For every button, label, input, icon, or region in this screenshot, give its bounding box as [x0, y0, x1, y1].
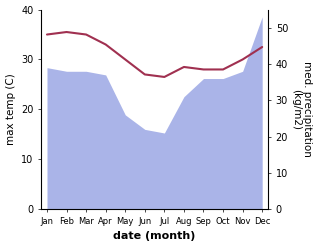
X-axis label: date (month): date (month)	[114, 231, 196, 242]
Y-axis label: max temp (C): max temp (C)	[5, 74, 16, 145]
Y-axis label: med. precipitation
(kg/m2): med. precipitation (kg/m2)	[291, 62, 313, 157]
